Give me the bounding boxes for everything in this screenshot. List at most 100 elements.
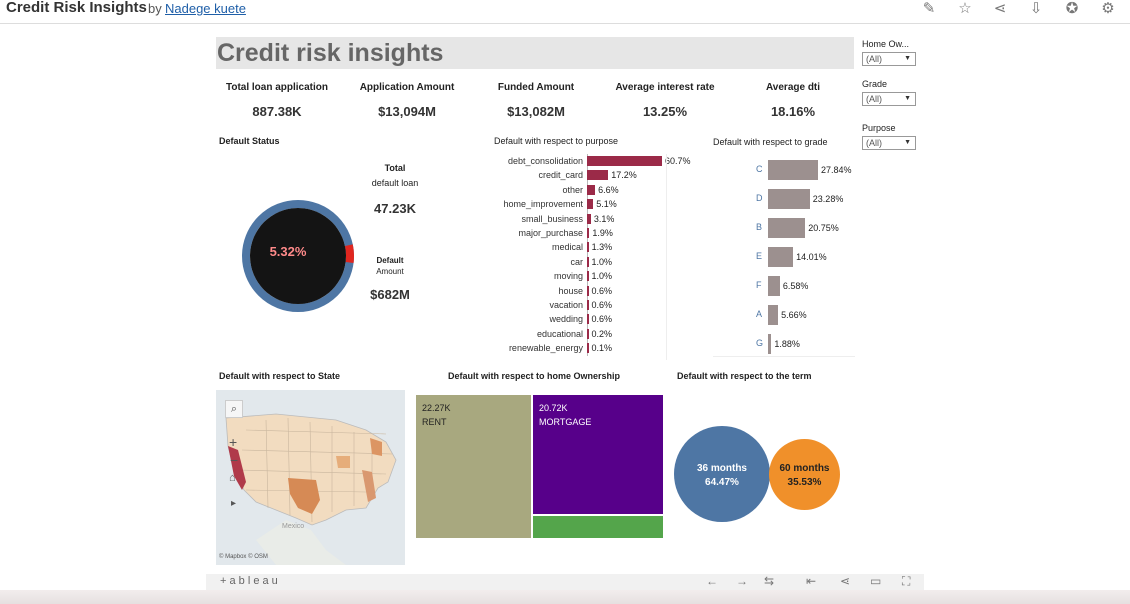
grade-chart-title: Default with respect to grade [713,137,828,147]
donut-center [250,208,346,304]
gear-icon[interactable]: ⚙ [1101,0,1115,17]
rent-value: 22.27K [422,403,451,413]
term-60-bubble[interactable]: 60 months 35.53% [769,439,840,510]
state-california [228,446,246,490]
grade-category-label: F [756,280,762,290]
filter-grade: Grade (All) [862,79,922,106]
term-36-label: 36 months [696,463,747,474]
grade-bar-chart[interactable]: C 27.84% D 23.28% B 20.75% E 14.01% F 6.58% A 5.66%… [756,156,856,356]
purpose-category-label: home_improvement [503,199,583,210]
purpose-category-label: car [570,256,583,267]
default-pct: 5.32% [270,244,307,259]
revert-icon[interactable]: ⇆ [764,574,775,588]
mortgage-value: 20.72K [539,403,568,413]
map-search-icon[interactable]: ⌕ [225,400,243,418]
rent-label: RENT [422,417,447,427]
purpose-bar[interactable] [587,242,589,253]
dashboard-header: Credit risk insights [216,37,854,69]
purpose-value-label: 1.9% [592,228,613,238]
purpose-select[interactable]: (All) [862,136,916,150]
purpose-category-label: vacation [549,300,583,310]
share-icon[interactable]: ⋖ [840,574,851,588]
purpose-bar[interactable] [587,228,590,238]
comment-icon[interactable]: ▭ [870,574,882,588]
grade-bar[interactable] [768,189,810,209]
by-label: by [148,1,162,16]
purpose-category-label: educational [536,328,583,339]
purpose-bar[interactable] [587,271,589,282]
badge-icon[interactable]: ✪ [1065,0,1079,17]
grade-bar[interactable] [768,276,780,296]
default-status-donut[interactable]: 5.32% [240,198,356,314]
grade-category-label: E [756,251,763,261]
term-title: Default with respect to the term [677,371,812,381]
grade-select[interactable]: (All) [862,92,916,106]
total-default-label-2: default loan [371,178,419,188]
purpose-bar[interactable] [587,285,589,296]
grade-bar[interactable] [768,218,806,238]
grade-value-label: 6.58% [782,281,809,291]
purpose-bar[interactable] [587,256,589,267]
kpi-label: Average dti [765,82,821,93]
mortgage-label: MORTGAGE [539,417,592,427]
grade-bar[interactable] [768,305,779,325]
undo-icon[interactable]: ← [706,574,718,588]
purpose-value-label: 3.1% [593,213,615,224]
purpose-category-label: debt_consolidation [507,156,583,166]
home-ownership-select[interactable]: (All) [862,52,916,66]
download-icon[interactable]: ⇩ [1029,0,1043,17]
share-icon[interactable]: ⋖ [993,0,1007,17]
purpose-category-label: credit_card [538,170,583,181]
fullscreen-icon[interactable]: ⛶ [902,574,911,588]
grade-bar[interactable] [768,160,818,180]
default-amount-value: $682M [370,287,410,302]
purpose-value-label: 1.3% [591,242,613,253]
star-icon[interactable]: ☆ [958,0,972,17]
purpose-bar[interactable] [587,184,596,195]
state-map[interactable]: ⌕ + − ⌂ ▸ Mexico © Mapbox © OSM [216,390,405,565]
total-default-label-1: Total [384,163,406,173]
grade-category-label: C [756,164,763,174]
purpose-bar[interactable] [587,328,589,339]
term-36-bubble[interactable]: 36 months 64.47% [674,426,770,522]
purpose-value-label: 0.2% [591,328,613,339]
grade-category-label: B [756,222,763,232]
kpi-value: $13,094M [378,104,436,119]
term-60-label: 60 months [779,463,830,474]
play-icon[interactable]: ▸ [231,498,237,509]
state-texas [288,478,320,514]
treemap-rent[interactable]: 22.27K RENT [416,395,531,538]
tableau-brand: + a b l e a u [220,575,278,587]
term-36-pct: 64.47% [705,477,739,488]
edit-icon[interactable]: ✎ [922,0,936,17]
purpose-value-label: 17.2% [611,170,637,181]
treemap-mortgage[interactable]: 20.72K MORTGAGE [533,395,663,514]
purpose-bar[interactable] [587,170,609,181]
zoom-out-icon[interactable]: − [230,452,239,468]
kpi-value: 13.25% [642,104,688,119]
purpose-bar[interactable] [587,213,591,224]
kpi-label: Average interest rate [615,82,715,93]
purpose-value-label: 60.7% [665,156,691,166]
purpose-bar[interactable] [587,156,662,166]
reset-icon[interactable]: ⇤ [806,574,817,588]
purpose-bar[interactable] [587,199,594,210]
purpose-category-label: medical [551,242,583,253]
purpose-value-label: 5.1% [596,199,617,210]
purpose-bar-chart[interactable]: debt_consolidation 60.7% credit_card 17.2% o… [460,154,700,360]
purpose-category-label: other [562,184,583,195]
purpose-bar[interactable] [587,314,589,325]
redo-icon[interactable]: → [736,574,748,588]
author-link[interactable]: Nadege kuete [165,1,246,16]
grade-bar[interactable] [768,247,794,267]
filter-label: Purpose [862,123,896,133]
treemap-other[interactable] [533,516,663,538]
home-icon[interactable]: ⌂ [229,472,236,484]
kpi-label: Total loan application [225,82,329,93]
purpose-bar[interactable] [587,343,589,354]
os-taskbar [0,590,1130,604]
purpose-bar[interactable] [587,300,589,310]
zoom-in-icon[interactable]: + [229,434,238,450]
purpose-value-label: 0.6% [591,314,613,325]
grade-bar[interactable] [768,334,772,354]
